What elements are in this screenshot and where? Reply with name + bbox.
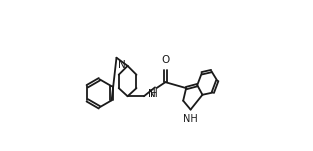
Text: H: H	[151, 88, 158, 99]
Text: N: N	[148, 89, 156, 99]
Text: N: N	[118, 60, 126, 70]
Text: NH: NH	[183, 114, 198, 124]
Text: O: O	[162, 55, 170, 65]
